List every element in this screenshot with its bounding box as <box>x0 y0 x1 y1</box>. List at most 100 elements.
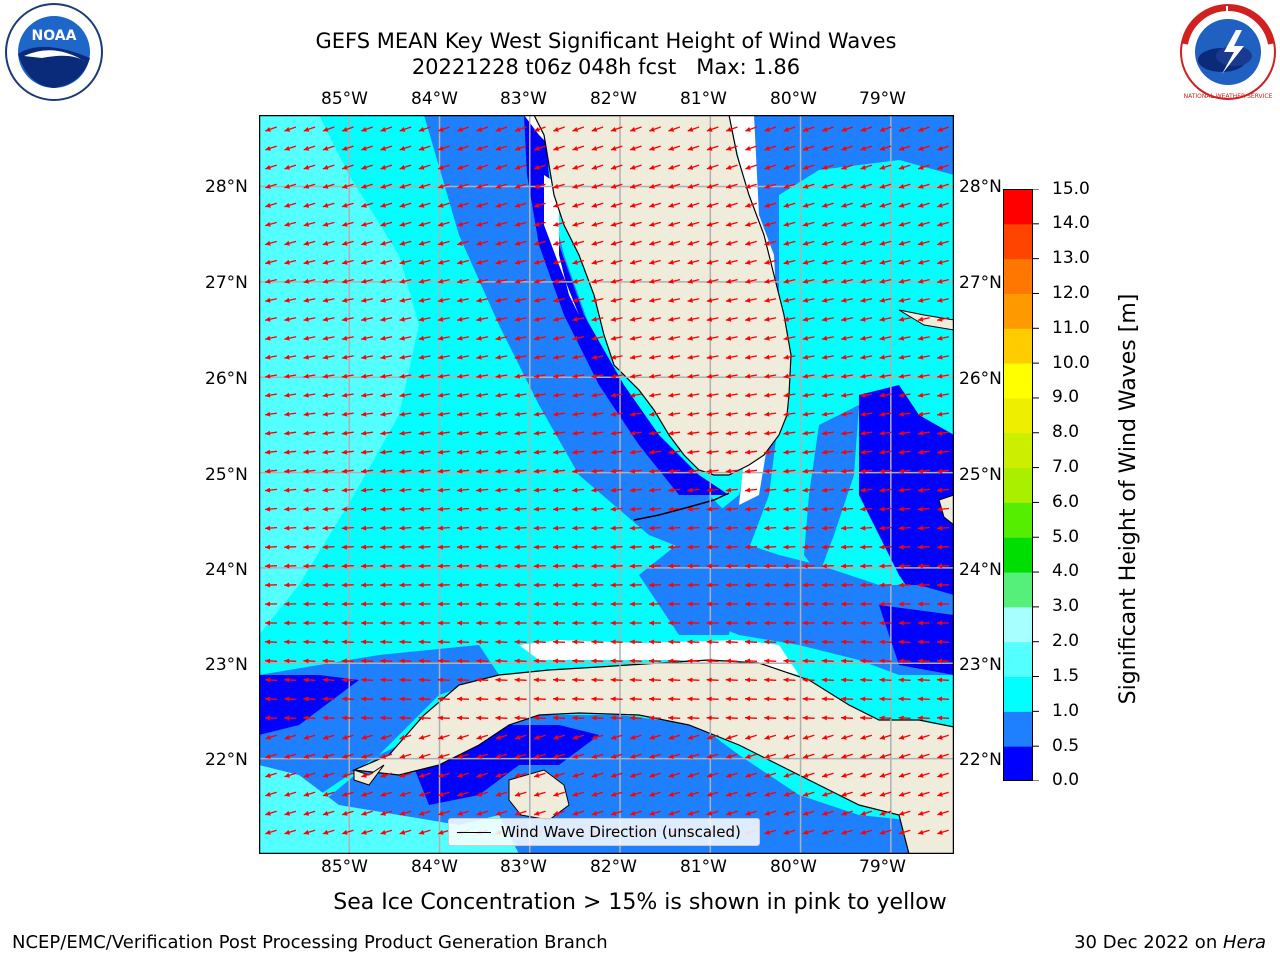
wave-direction-arrowhead <box>610 127 617 132</box>
wave-direction-arrowhead <box>687 601 693 607</box>
wave-direction-arrowhead <box>879 715 885 721</box>
wave-direction-arrowhead <box>860 810 866 816</box>
wave-direction-arrowhead <box>668 487 674 493</box>
wave-direction-arrowhead <box>745 810 751 816</box>
colorbar-segment <box>1003 467 1033 503</box>
wave-direction-arrowhead <box>745 696 751 702</box>
wave-direction-arrowhead <box>553 259 559 265</box>
wave-direction-arrowhead <box>553 164 559 170</box>
wave-direction-arrowhead <box>303 753 310 759</box>
wave-direction-arrowhead <box>361 715 367 721</box>
wave-direction-arrowhead <box>726 810 732 816</box>
wave-direction-arrowhead <box>380 164 386 170</box>
wave-direction-arrowhead <box>764 278 770 284</box>
wave-direction-arrowhead <box>322 563 328 569</box>
wave-direction-arrowhead <box>284 297 290 303</box>
wave-direction-arrowhead <box>649 259 655 265</box>
wave-direction-arrowhead <box>802 791 809 797</box>
wave-direction-arrowhead <box>514 772 521 778</box>
wave-direction-arrowhead <box>802 278 809 284</box>
wave-direction-arrowhead <box>591 563 597 569</box>
wave-direction-arrowhead <box>534 183 540 189</box>
wave-direction-arrowhead <box>342 734 348 740</box>
wave-direction-arrowhead <box>629 677 635 683</box>
wave-direction-arrowhead <box>783 354 789 360</box>
wave-direction-arrowhead <box>879 525 885 531</box>
wave-direction-arrowhead <box>649 487 655 493</box>
wave-direction-arrowhead <box>495 791 502 797</box>
wave-direction-arrowhead <box>284 468 290 474</box>
wave-direction-arrowhead <box>303 259 310 265</box>
wave-direction-arrowhead <box>342 183 348 189</box>
wave-direction-arrowhead <box>303 240 310 246</box>
wave-direction-arrowhead <box>495 677 501 683</box>
wave-direction-arrowhead <box>341 525 347 531</box>
wave-direction-arrowhead <box>745 506 751 512</box>
wave-direction-arrowhead <box>476 715 482 721</box>
colorbar-segment <box>1003 572 1033 608</box>
wave-direction-arrowhead <box>322 127 329 132</box>
wave-direction-arrowhead <box>821 430 828 436</box>
wave-direction-arrowhead <box>783 582 789 588</box>
wave-direction-arrowhead <box>265 468 271 474</box>
wave-direction-arrowhead <box>322 221 329 227</box>
wave-direction-arrowhead <box>687 696 693 702</box>
wave-direction-arrowhead <box>879 563 885 569</box>
wave-direction-arrowhead <box>879 127 886 132</box>
wave-direction-arrowhead <box>706 791 713 797</box>
wave-direction-arrowhead <box>514 127 521 132</box>
wave-direction-arrowhead <box>879 430 885 436</box>
wave-direction-arrowhead <box>534 202 540 208</box>
wave-direction-arrowhead <box>399 696 405 702</box>
wave-direction-arrowhead <box>898 506 904 512</box>
wave-direction-arrowhead <box>476 202 482 208</box>
wave-direction-arrowhead <box>572 677 578 683</box>
wave-direction-arrowhead <box>495 354 501 360</box>
wave-direction-arrowhead <box>495 487 501 493</box>
wave-direction-arrowhead <box>591 278 597 284</box>
wave-direction-arrowhead <box>495 411 501 417</box>
wave-direction-arrowhead <box>879 658 885 664</box>
wave-direction-arrowhead <box>399 677 405 683</box>
wave-direction-arrowhead <box>514 620 520 626</box>
wave-direction-arrowhead <box>783 734 790 740</box>
wave-direction-arrowhead <box>265 278 271 284</box>
wave-direction-arrowhead <box>610 677 616 683</box>
wave-direction-arrowhead <box>687 582 693 588</box>
footer-branch: NCEP/EMC/Verification Post Processing Pr… <box>12 932 608 953</box>
wave-direction-arrowhead <box>265 525 271 531</box>
wave-direction-arrowhead <box>476 411 482 417</box>
wave-direction-arrowhead <box>649 506 655 512</box>
lat-tick-left-25: 25°N <box>205 465 248 485</box>
wave-direction-arrowhead <box>706 430 712 436</box>
wave-direction-arrowhead <box>668 601 674 607</box>
wave-direction-arrowhead <box>591 468 597 474</box>
wave-direction-arrowhead <box>476 601 482 607</box>
wave-direction-arrowhead <box>361 525 367 531</box>
wave-direction-arrowhead <box>514 696 520 702</box>
wave-direction-arrowhead <box>917 582 923 588</box>
wave-direction-arrowhead <box>841 620 846 626</box>
wave-direction-arrowhead <box>399 734 406 740</box>
wave-direction-arrowhead <box>879 696 885 702</box>
wave-direction-arrowhead <box>534 127 540 132</box>
wave-direction-arrowhead <box>284 696 290 702</box>
wave-direction-arrowhead <box>399 810 406 816</box>
wave-direction-arrowhead <box>898 164 905 170</box>
wave-direction-arrowhead <box>303 715 309 721</box>
wave-direction-arrowhead <box>514 221 521 227</box>
wave-direction-arrowhead <box>764 772 770 778</box>
wave-direction-arrowhead <box>572 373 578 379</box>
wave-direction-arrowhead <box>265 202 271 208</box>
wave-direction-arrowhead <box>745 658 751 664</box>
wave-direction-arrowhead <box>572 734 578 740</box>
wave-direction-arrowhead <box>534 240 540 246</box>
wave-direction-arrowhead <box>937 715 943 721</box>
wave-direction-arrowhead <box>649 430 655 436</box>
wave-direction-arrowhead <box>821 468 828 474</box>
wave-direction-arrowhead <box>725 468 732 474</box>
wave-direction-arrowhead <box>687 620 693 626</box>
wave-direction-arrowhead <box>399 373 405 379</box>
wave-direction-arrowhead <box>745 753 751 759</box>
wave-direction-arrowhead <box>553 696 559 702</box>
